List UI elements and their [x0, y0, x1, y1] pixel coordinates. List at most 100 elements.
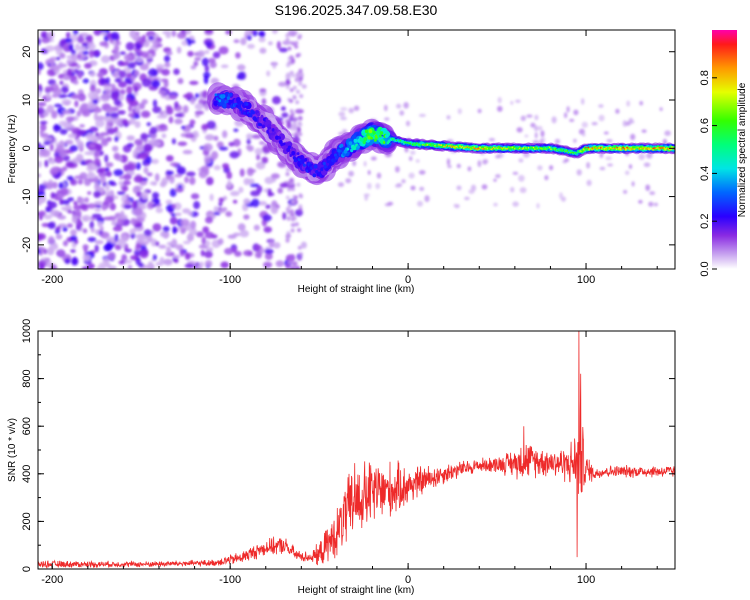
spectrogram-ridge-cell — [500, 147, 503, 149]
spectrogram-noise-blob — [246, 145, 254, 152]
spectrogram-noise-blob — [94, 158, 101, 166]
spectrogram-noise-blob — [124, 60, 130, 65]
spectrogram-noise-blob — [289, 177, 294, 182]
spectrogram-noise-blob — [301, 84, 307, 89]
spectrogram-ridge-cell — [362, 140, 366, 145]
spectrogram-noise-blob — [152, 106, 162, 114]
spectrogram-ridge-cell — [494, 147, 496, 150]
spectrogram-ridge-cell — [260, 114, 264, 118]
spectrogram-ridge-cell — [514, 147, 516, 150]
spectrogram-noise-blob — [638, 199, 643, 204]
spectrogram-noise-blob — [664, 130, 671, 136]
spectrogram-noise-blob — [218, 202, 223, 207]
spectrogram-noise-blob — [135, 257, 141, 266]
spectrogram-ridge-cell — [438, 143, 440, 146]
spectrogram-noise-blob — [298, 68, 303, 73]
spectrogram-noise-blob — [89, 150, 95, 156]
spectrogram-noise-blob — [253, 224, 260, 231]
spectrogram-ridge-cell — [295, 157, 299, 161]
spectrogram-noise-blob — [58, 120, 68, 127]
spectrogram-ridge-cell — [661, 147, 663, 150]
spectrogram-noise-blob — [45, 261, 54, 268]
spectrogram-ridge-cell — [634, 147, 637, 150]
spectrogram-noise-blob — [220, 64, 229, 69]
spectrogram-noise-blob — [564, 158, 570, 163]
spectrogram-noise-blob — [73, 80, 79, 85]
spectrogram-noise-blob — [87, 172, 96, 180]
spectrogram-noise-blob — [104, 154, 109, 163]
spectrogram-noise-blob — [376, 172, 382, 179]
spectrogram-ridge-cell — [507, 146, 510, 149]
spectrogram-ridge-cell — [441, 144, 444, 147]
spectrogram-ridge-cell — [249, 113, 253, 118]
spectrogram-ridge-cell — [461, 145, 464, 148]
spectrogram-noise-blob — [84, 197, 89, 203]
spectrogram-noise-blob — [46, 32, 55, 39]
spectrogram-noise-blob — [495, 155, 501, 159]
spectrogram-noise-blob — [408, 172, 415, 179]
spectrogram-noise-blob — [99, 175, 106, 184]
spectrogram-noise-blob — [161, 177, 169, 186]
spectrogram-noise-blob — [65, 116, 75, 122]
spectrogram-noise-blob — [187, 232, 192, 241]
spectrogram-noise-blob — [199, 261, 204, 268]
spectrogram-noise-blob — [254, 251, 261, 259]
spectrogram-noise-blob — [70, 179, 78, 186]
spectrogram-noise-blob — [206, 176, 214, 186]
spectrogram-noise-blob — [300, 241, 307, 249]
spectrogram-noise-blob — [126, 85, 133, 95]
spectrogram-ridge-cell — [598, 147, 601, 150]
spectrogram-noise-blob — [298, 207, 303, 212]
spectrogram-noise-blob — [73, 175, 84, 180]
spectrogram-noise-blob — [100, 231, 110, 239]
spectrogram-noise-blob — [297, 228, 302, 233]
spectrogram-noise-blob — [184, 263, 195, 269]
spectrogram-ridge-cell — [477, 147, 480, 150]
spectrogram-noise-blob — [296, 126, 301, 133]
spectrogram-ridge-cell — [524, 148, 526, 150]
spectrogram-noise-blob — [180, 218, 190, 226]
snr-y-tick-label: 0 — [21, 566, 33, 572]
spectrogram-ridge-cell — [516, 147, 519, 150]
spectrogram-noise-blob — [581, 98, 585, 105]
spectrogram-noise-blob — [121, 185, 129, 192]
spectrogram-noise-blob — [457, 108, 462, 115]
spectrogram-noise-blob — [229, 151, 240, 159]
spectrogram-y-tick-label: 10 — [21, 94, 33, 106]
spectrogram-noise-blob — [162, 226, 170, 232]
spectrogram-noise-blob — [127, 265, 133, 269]
spectrogram-ridge-cell — [662, 146, 664, 149]
spectrogram-noise-blob — [285, 172, 290, 177]
spectrogram-noise-blob — [205, 240, 211, 247]
spectrogram-ridge-cell — [571, 151, 573, 154]
spectrogram-noise-blob — [99, 41, 108, 47]
spectrogram-noise-blob — [145, 156, 152, 165]
spectrogram-noise-blob — [246, 167, 254, 177]
spectrogram-noise-blob — [447, 164, 452, 169]
spectrogram-noise-blob — [446, 115, 451, 120]
spectrogram-noise-blob — [146, 172, 153, 177]
spectrogram-noise-blob — [104, 195, 115, 204]
spectrogram-noise-blob — [95, 149, 100, 157]
spectrogram-noise-blob — [163, 79, 169, 88]
spectrogram-noise-blob — [204, 231, 215, 239]
spectrogram-noise-blob — [166, 241, 177, 246]
spectrogram-noise-blob — [230, 190, 240, 197]
spectrogram-noise-blob — [122, 173, 132, 180]
spectrogram-noise-blob — [46, 104, 55, 114]
spectrogram-noise-blob — [265, 204, 271, 209]
spectrogram-noise-blob — [135, 58, 144, 63]
spectrogram-noise-blob — [123, 204, 132, 209]
spectrogram-noise-blob — [298, 115, 303, 120]
spectrogram-noise-blob — [258, 30, 265, 37]
spectrogram-noise-blob — [264, 248, 274, 255]
spectrogram-ridge-cell — [352, 145, 357, 151]
spectrogram-noise-blob — [94, 175, 99, 184]
spectrogram-noise-blob — [99, 226, 104, 232]
spectrogram-noise-blob — [126, 72, 132, 78]
spectrogram-noise-blob — [232, 138, 241, 147]
spectrogram-ridge-cell — [593, 147, 596, 150]
spectrogram-ridge-cell — [489, 146, 491, 149]
spectrogram-ridge-cell — [340, 143, 344, 148]
spectrogram-noise-blob — [117, 110, 126, 115]
